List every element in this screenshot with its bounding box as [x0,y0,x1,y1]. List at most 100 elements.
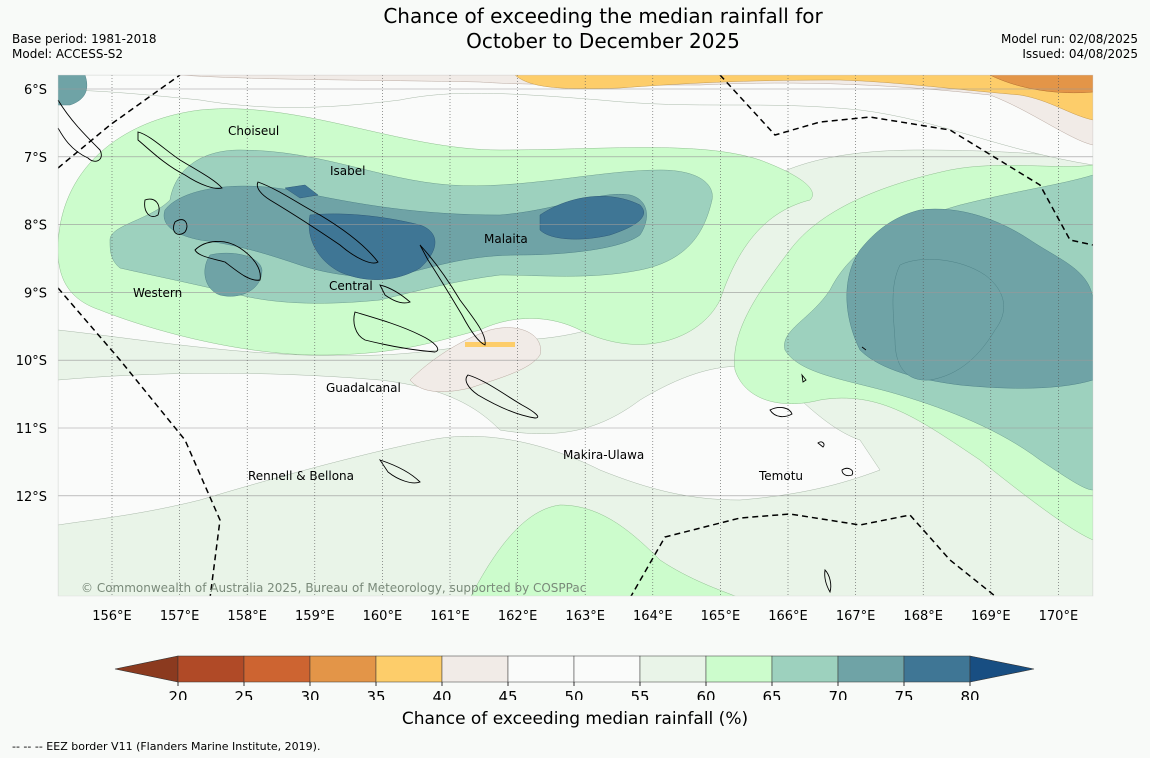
colorbar-tick-label: 70 [828,688,847,700]
isabel-coast [256,181,379,264]
map-title: Chance of exceeding the median rainfall … [300,4,906,54]
rennell-coast [378,459,421,484]
province-label: Central [329,279,373,293]
province-label: Malaita [484,232,528,246]
colorbar-segment [375,655,443,683]
band-50-55-north [58,75,1093,166]
eez-borders [58,75,1093,596]
band-75-80 [308,213,436,280]
eez-border-west [58,287,221,596]
colorbar: 20 25 30 35 40 45 50 55 60 65 70 75 80 [114,655,1035,700]
lon-tick-label: 167°E [836,609,876,624]
colorbar-tick-label: 60 [696,688,715,700]
map-gridlines [58,75,1093,596]
province-label: Rennell & Bellona [248,469,354,483]
province-labels: Choiseul Isabel Malaita Western Central … [133,124,803,483]
base-info: Base period: 1981-2018 Model: ACCESS-S2 [12,32,157,62]
province-label: Guadalcanal [326,381,401,395]
temotu-santa-cruz [769,407,854,477]
lon-tick-label: 166°E [768,609,808,624]
colorbar-tick-label: 25 [234,688,253,700]
lon-tick-label: 163°E [565,609,605,624]
issued-date: Issued: 04/08/2025 [1022,47,1138,61]
colorbar-tick-label: 55 [630,688,649,700]
colorbar-tick-label: 65 [762,688,781,700]
colorbar-segment [771,655,839,683]
western-new-georgia [144,198,261,281]
colorbar-segment [309,655,377,683]
colorbar-tick-label: 80 [960,688,979,700]
lon-tick-label: 159°E [295,609,335,624]
colorbar-tick-label: 50 [564,688,583,700]
lon-tick-label: 164°E [633,609,673,624]
lon-tick-label: 165°E [701,609,741,624]
colorbar-segment [441,655,509,683]
province-label: Isabel [330,164,365,178]
band-70-75-east-core [892,259,1004,381]
band-50-55-south [58,366,881,526]
lon-tick-label: 170°E [1039,609,1079,624]
colorbar-segment [837,655,905,683]
lat-tick-label: 9°S [24,286,47,301]
lat-tick-label: 8°S [24,219,47,234]
rainfall-probability-field [58,75,1093,596]
province-label: Makira-Ulawa [563,448,644,462]
colorbar-segment [705,655,773,683]
colorbar-segment [243,655,311,683]
colorbar-segment [639,655,707,683]
lon-tick-label: 157°E [160,609,200,624]
band-60-65-south [470,504,736,596]
eez-legend-note: -- -- -- EEZ border V11 (Flanders Marine… [12,740,321,753]
colorbar-label: Chance of exceeding median rainfall (%) [401,709,749,729]
temotu-north [801,346,867,383]
latitude-labels: 6°S 7°S 8°S 9°S 10°S 11°S 12°S [16,83,47,505]
eez-border-south-east [630,513,997,596]
vanuatu-north [824,569,832,594]
band-35-40 [514,75,1093,121]
colorbar-tick-label: 20 [168,688,187,700]
colorbar-segment [573,655,641,683]
lat-tick-label: 10°S [16,354,47,369]
colorbar-tick-label: 45 [498,688,517,700]
lon-tick-label: 169°E [971,609,1011,624]
florida-islands [379,284,411,304]
lon-tick-label: 168°E [903,609,943,624]
colorbar-tick-label: 75 [894,688,913,700]
copyright-text: © Commonwealth of Australia 2025, Bureau… [81,581,586,595]
band-70-75-west-blob [204,252,263,297]
colorbar-segment [903,655,971,683]
lon-tick-label: 156°E [92,609,132,624]
eez-border-north-west [58,75,181,169]
lon-tick-label: 161°E [430,609,470,624]
colorbar-tick-label: 35 [366,688,385,700]
bougainville-coast [57,99,102,162]
guadalcanal-coast [353,311,439,353]
colorbar-tick-label: 40 [432,688,451,700]
band-75-80-small [284,184,319,199]
province-label: Temotu [758,469,803,483]
colorbar-segment [177,655,245,683]
base-period: Base period: 1981-2018 [12,32,157,46]
lat-tick-label: 11°S [16,422,47,437]
lat-tick-label: 6°S [24,83,47,98]
lat-tick-label: 7°S [24,151,47,166]
malaita-coast [419,244,486,346]
forecast-map: Choiseul Isabel Malaita Western Central … [16,74,1094,700]
choiseul-coast [137,131,223,189]
province-label: Choiseul [228,124,279,138]
lon-tick-label: 162°E [498,609,538,624]
map-frame [57,74,1094,597]
coastlines [57,99,867,594]
title-line-1: Chance of exceeding the median rainfall … [383,4,823,28]
makira-coast [465,374,539,419]
colorbar-segment [507,655,575,683]
colorbar-tick-label: 30 [300,688,319,700]
lat-tick-label: 12°S [16,490,47,505]
band-75-80-east [539,196,644,240]
province-label: Western [133,286,182,300]
longitude-labels: 156°E 157°E 158°E 159°E 160°E 161°E 162°E 163°E… [92,609,1078,624]
colorbar-over-arrow [969,655,1035,683]
model-name: Model: ACCESS-S2 [12,47,124,61]
colorbar-under-arrow [114,655,179,683]
model-run-date: Model run: 02/08/2025 [1000,32,1138,46]
